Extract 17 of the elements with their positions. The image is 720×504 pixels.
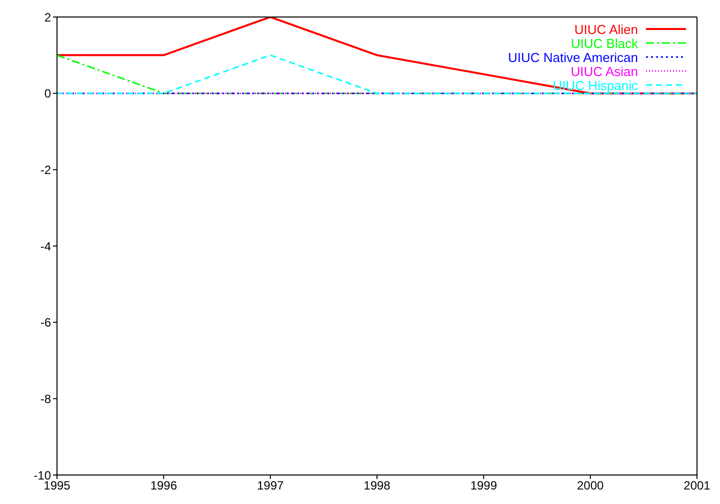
x-tick-label: 1999: [470, 478, 498, 493]
x-tick-label: 2001: [684, 478, 711, 493]
legend-label: UIUC Hispanic: [552, 78, 638, 92]
x-tick-label: 1998: [364, 478, 391, 493]
y-tick-label: 0: [44, 86, 52, 101]
x-tick-label: 2000: [576, 478, 604, 493]
y-tick-label: 2: [44, 10, 52, 24]
legend-label: UIUC Alien: [574, 22, 638, 36]
x-tick-label: 1997: [256, 478, 284, 493]
y-tick-label: -2: [40, 162, 52, 177]
y-tick-label: -8: [40, 392, 52, 406]
legend-label: UIUC Asian: [570, 64, 638, 78]
y-tick-label: -6: [40, 316, 52, 330]
y-tick-label: -4: [40, 239, 52, 254]
legend-label: UIUC Black: [570, 36, 638, 50]
legend-label: UIUC Native American: [508, 50, 638, 64]
x-tick-label: 1996: [150, 478, 178, 493]
